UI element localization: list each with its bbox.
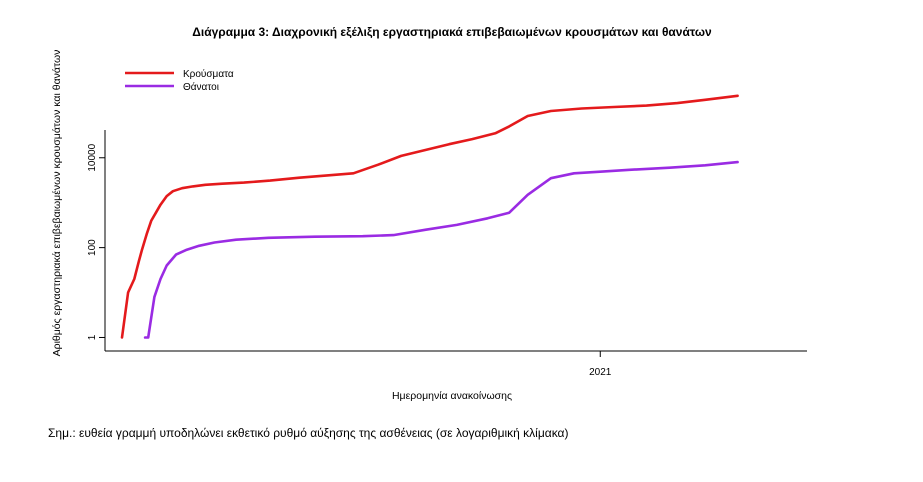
series-line-2 (143, 160, 739, 339)
chart-title: Διάγραμμα 3: Διαχρονική εξέλιξη εργαστηρ… (192, 25, 712, 39)
y-tick-label: 10000 (87, 143, 98, 171)
y-tick-label: 100 (87, 239, 98, 256)
series-line-1 (120, 94, 739, 339)
y-axis-label: Αριθμός εργαστηριακά επιβεβαιωμένων κρου… (51, 50, 63, 357)
x-axis-label: Ημερομηνία ανακοίνωσης (392, 390, 512, 402)
legend-label-2: Θάνατοι (183, 81, 219, 93)
footnote: Σημ.: ευθεία γραμμή υποδηλώνει εκθετικό … (48, 426, 569, 440)
legend-label-1: Κρούσματα (183, 68, 234, 80)
y-tick-label: 1 (87, 334, 98, 340)
x-tick-label: 2021 (589, 367, 612, 378)
